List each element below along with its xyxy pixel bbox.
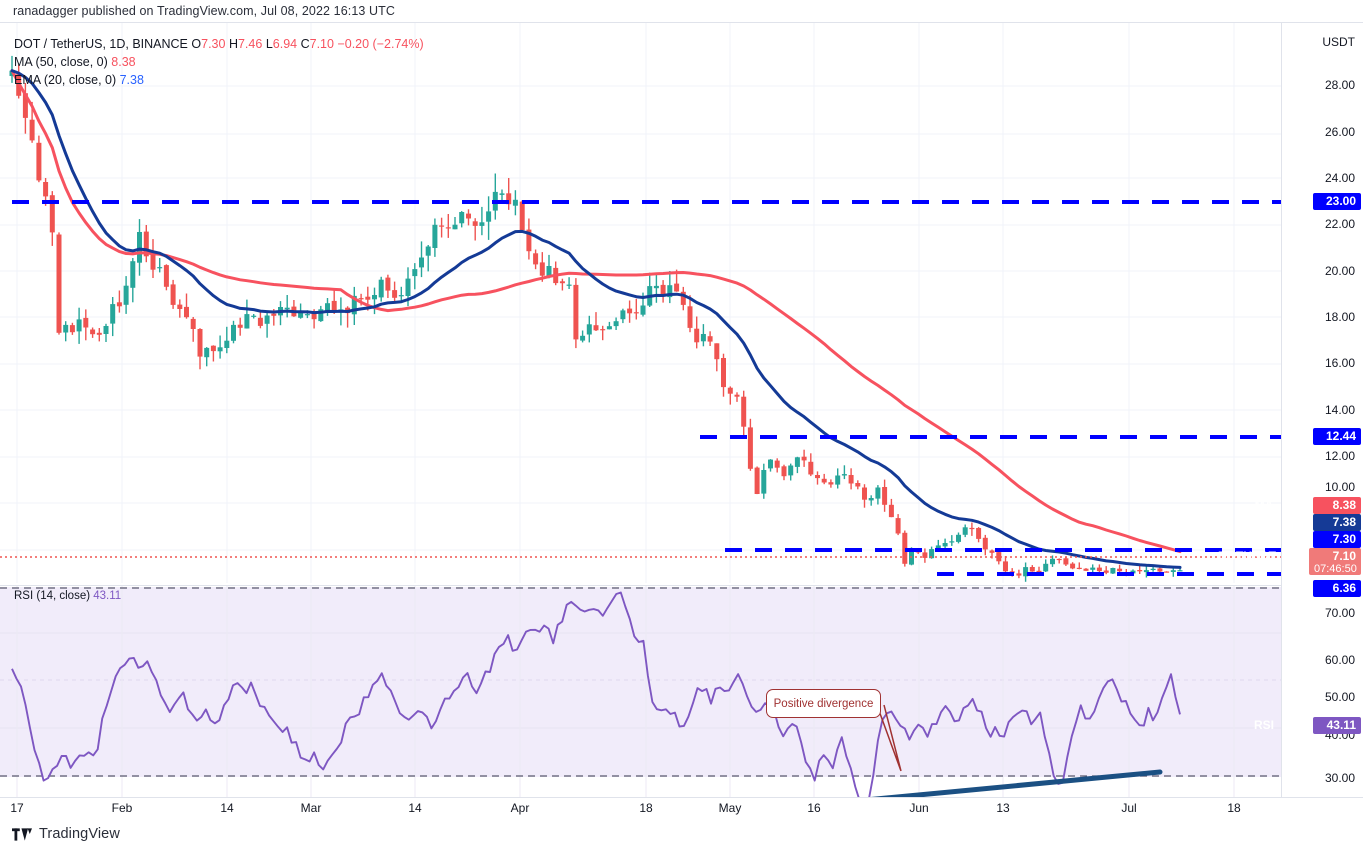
axis-unit-label: USDT [1322,35,1355,49]
axis-tick-18: 18.00 [1324,310,1355,324]
price-badge-ema-7-38[interactable]: 7.38 [1313,514,1361,531]
rsi-gridlines [0,586,1281,798]
axis-tick-24: 24.00 [1324,171,1355,185]
rsi-line [11,591,1181,798]
price-scale-axis[interactable]: USDT 28.00 26.00 24.00 22.00 20.00 18.00… [1218,23,1363,797]
ema-axis-tag[interactable]: EMA [1246,515,1274,529]
rsi-tick-30: 30.00 [1324,771,1355,785]
price-badge-ma-8-38[interactable]: 8.38 [1313,497,1361,514]
axis-tick-20: 20.00 [1324,264,1355,278]
time-tick-11: Jul [1121,801,1137,815]
time-tick-8: 16 [807,801,821,815]
tradingview-footer: TradingView [12,826,120,842]
tradingview-brand-label: TradingView [39,826,120,842]
time-tick-7: May [718,801,742,815]
time-tick-10: 13 [996,801,1010,815]
countdown-timer: 07:46:50 [1314,563,1357,575]
callout-arrow [877,704,902,772]
rsi-badge-value[interactable]: 43.11 [1313,717,1361,734]
time-tick-1: Feb [111,801,133,815]
time-tick-9: Jun [909,801,929,815]
time-tick-2: 14 [220,801,234,815]
tradingview-logo-icon [12,827,32,841]
time-tick-4: 14 [408,801,422,815]
time-scale-axis[interactable]: 17 Feb 14 Mar 14 Apr 18 May 16 Jun 13 Ju… [0,797,1363,817]
rsi-axis-tag[interactable]: RSI [1253,718,1274,732]
rsi-plot [0,586,1281,798]
axis-tick-10: 10.00 [1324,480,1355,494]
rsi-tick-50: 50.00 [1324,690,1355,704]
time-tick-12: 18 [1227,801,1241,815]
axis-tick-26: 26.00 [1324,125,1355,139]
candlestick-series [9,55,1183,582]
axis-tick-14: 14.00 [1324,403,1355,417]
ma-axis-tag[interactable]: MA [1254,498,1274,512]
symbol-axis-tag[interactable]: DOTUSDT [1218,549,1276,563]
rsi-tick-70: 70.00 [1324,606,1355,620]
positive-divergence-callout[interactable]: Positive divergence [766,689,881,718]
price-badge-12-44[interactable]: 12.44 [1313,428,1361,445]
positive-divergence-label: Positive divergence [773,697,874,710]
price-pane[interactable]: DOT / TetherUS, 1D, BINANCE O7.30 H7.46 … [0,23,1281,583]
price-badge-6-36[interactable]: 6.36 [1313,580,1361,597]
price-plot [0,23,1281,583]
chart-frame: DOT / TetherUS, 1D, BINANCE O7.30 H7.46 … [0,22,1363,817]
time-tick-3: Mar [300,801,322,815]
ma50-line [10,69,1182,554]
axis-tick-12: 12.00 [1324,449,1355,463]
axis-tick-16: 16.00 [1324,356,1355,370]
publish-credit: ranadagger published on TradingView.com,… [13,4,396,18]
rsi-band [0,587,1281,777]
axis-tick-22: 22.00 [1324,217,1355,231]
price-badge-7-30[interactable]: 7.30 [1313,531,1361,548]
price-badge-23-00[interactable]: 23.00 [1313,193,1361,210]
axis-tick-28: 28.00 [1324,78,1355,92]
rsi-tick-60: 60.00 [1324,653,1355,667]
price-gridlines [0,23,1281,583]
price-badge-last-7-10[interactable]: 7.10 07:46:50 [1309,548,1361,575]
last-price-value: 7.10 [1332,549,1356,563]
rsi-pane[interactable]: RSI (14, close) 43.11 Positive divergenc… [0,585,1281,798]
rsi-trendline[interactable] [792,769,1163,798]
time-tick-0: 17 [10,801,24,815]
time-tick-5: Apr [510,801,530,815]
time-tick-6: 18 [639,801,653,815]
ema20-line [10,69,1182,569]
